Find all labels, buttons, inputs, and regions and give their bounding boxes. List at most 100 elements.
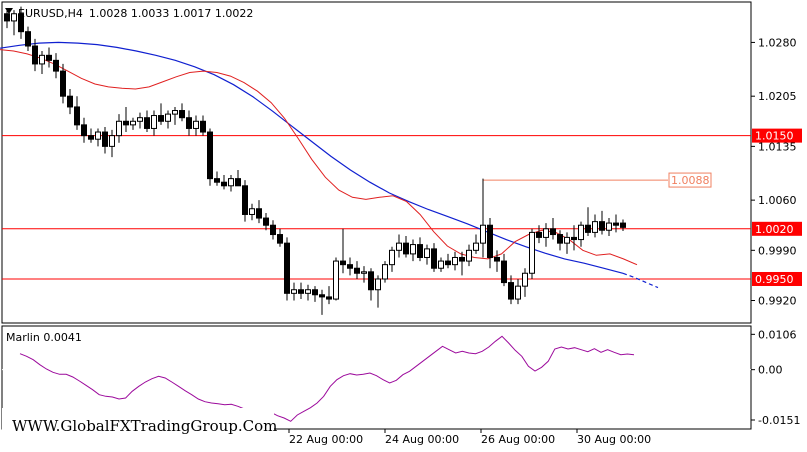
candle-80 xyxy=(564,232,570,254)
target-label: 1.0088 xyxy=(671,174,710,187)
watermark: WWW.GlobalFXTradingGroup.Com xyxy=(2,408,277,444)
candle-59 xyxy=(417,237,423,262)
candle-body xyxy=(67,95,73,108)
candle-56 xyxy=(396,234,402,258)
y-tick-label-5: 0.9920 xyxy=(758,294,797,307)
candle-body xyxy=(375,278,381,291)
candle-39 xyxy=(277,228,283,247)
candle-body xyxy=(347,264,353,269)
candle-54 xyxy=(382,261,388,283)
level-tag-0 xyxy=(752,128,802,143)
candle-57 xyxy=(403,235,409,258)
candle-72 xyxy=(508,275,514,305)
candle-77 xyxy=(543,223,549,247)
candle-body xyxy=(550,228,556,236)
candle-body xyxy=(102,131,108,147)
candle-13 xyxy=(95,128,101,147)
candle-body xyxy=(39,54,45,65)
candle-10 xyxy=(74,96,80,130)
x-tick-label-1: 24 Aug 00:00 xyxy=(385,433,459,446)
candle-body xyxy=(116,120,122,137)
candle-63 xyxy=(445,253,451,269)
candle-body xyxy=(186,117,192,129)
candle-40 xyxy=(284,237,290,301)
candle-71 xyxy=(501,253,507,287)
candle-body xyxy=(592,221,598,233)
ind-tick-label-2: -0.0151 xyxy=(758,414,800,427)
candle-55 xyxy=(389,246,395,272)
candles xyxy=(4,6,626,315)
candle-15 xyxy=(109,129,115,158)
candle-48 xyxy=(340,228,346,274)
candle-body xyxy=(536,231,542,238)
candle-body xyxy=(564,236,570,244)
candle-53 xyxy=(375,275,381,308)
candle-82 xyxy=(578,221,584,247)
candle-33 xyxy=(235,170,241,187)
candle-body xyxy=(25,31,31,47)
candle-body xyxy=(74,106,80,126)
candle-body xyxy=(165,113,171,122)
y-tick-label-2: 1.0135 xyxy=(758,140,797,153)
level-label-0: 1.0150 xyxy=(755,130,794,143)
indicator-y-axis: 0.0106 0.00 -0.0151 xyxy=(751,328,800,427)
marlin-series xyxy=(19,335,635,422)
candle-42 xyxy=(298,282,304,300)
candle-22 xyxy=(158,103,164,125)
candle-24 xyxy=(172,106,178,125)
candle-body xyxy=(494,256,500,262)
ma-slow-line xyxy=(0,41,624,274)
candle-body xyxy=(11,13,17,22)
candle-34 xyxy=(242,180,248,222)
candle-body xyxy=(326,296,332,300)
candle-23 xyxy=(165,110,171,129)
candle-body xyxy=(172,110,178,115)
collapse-triangle-icon[interactable] xyxy=(5,8,13,14)
candle-body xyxy=(123,120,129,126)
indicator-panel: 0.0106 0.00 -0.0151 Marlin 0.0041 xyxy=(1,325,800,430)
candle-70 xyxy=(494,250,500,272)
candle-body xyxy=(137,117,143,122)
candle-16 xyxy=(116,114,122,143)
candle-body xyxy=(389,249,395,266)
candle-body xyxy=(438,260,444,269)
level-label-1: 1.0020 xyxy=(755,223,794,236)
candle-body xyxy=(431,248,437,269)
candle-body xyxy=(291,289,297,294)
candle-78 xyxy=(550,218,556,240)
candle-body xyxy=(207,131,213,180)
candle-11 xyxy=(81,117,87,143)
candle-62 xyxy=(438,257,444,272)
candle-14 xyxy=(102,127,108,154)
candle-4 xyxy=(32,38,38,72)
candle-68 xyxy=(480,178,486,258)
candle-49 xyxy=(347,257,353,276)
level-tag-2 xyxy=(752,271,802,286)
candle-body xyxy=(263,217,269,226)
candle-body xyxy=(312,289,318,296)
candle-84 xyxy=(592,214,598,238)
marlin-line xyxy=(19,335,635,422)
candle-79 xyxy=(557,230,563,251)
ind-tick-label-1: 0.00 xyxy=(758,364,783,377)
candle-body xyxy=(46,54,52,61)
candle-5 xyxy=(39,51,45,74)
candle-body xyxy=(333,260,339,300)
candle-body xyxy=(298,289,304,294)
main-panel-frame xyxy=(1,1,752,324)
y-tick-label-1: 1.0205 xyxy=(758,90,797,103)
candle-28 xyxy=(200,115,206,136)
candle-17 xyxy=(123,106,129,133)
y-tick-label-4: 0.9990 xyxy=(758,244,797,257)
ohlc-header: 1.0028 1.0033 1.0017 1.0022 xyxy=(89,7,253,20)
candle-body xyxy=(144,117,150,129)
candle-body xyxy=(585,224,591,233)
candle-body xyxy=(501,260,507,284)
candle-body xyxy=(81,124,87,137)
candle-85 xyxy=(599,210,605,235)
candle-45 xyxy=(319,289,325,315)
x-tick-label-3: 30 Aug 00:00 xyxy=(577,433,651,446)
candle-35 xyxy=(249,203,255,221)
candle-81 xyxy=(571,225,577,251)
